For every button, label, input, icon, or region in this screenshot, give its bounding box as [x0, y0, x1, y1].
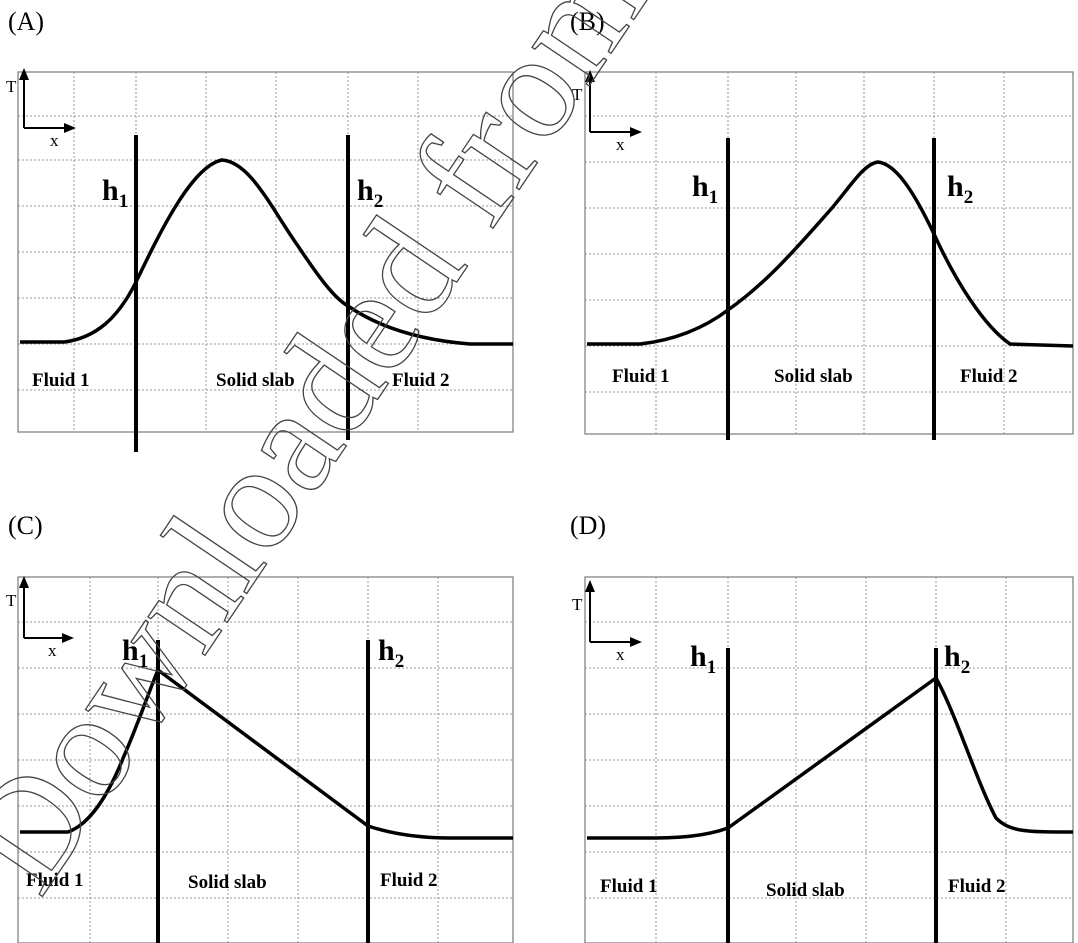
h1-label: h1 — [122, 634, 148, 672]
region-fluid-1: Fluid 1 — [26, 870, 84, 891]
panel-label-d: (D) — [570, 511, 606, 540]
panel-c: (C) T x h1 h2 Flu — [6, 511, 514, 943]
region-solid-slab: Solid slab — [188, 872, 267, 893]
region-fluid-2: Fluid 2 — [380, 870, 438, 891]
h2-label: h2 — [378, 634, 404, 672]
x-axis-arrowhead — [64, 123, 76, 133]
region-solid-slab: Solid slab — [766, 880, 845, 901]
temperature-profile-a — [20, 158, 513, 346]
region-solid-slab: Solid slab — [216, 370, 295, 391]
h2-label: h2 — [357, 174, 383, 212]
region-fluid-1: Fluid 1 — [612, 366, 670, 387]
t-axis-label: T — [6, 591, 17, 610]
h1-label: h1 — [102, 174, 128, 212]
temperature-profile-b — [587, 160, 1074, 348]
axis-indicator-d: T x — [572, 580, 642, 664]
panel-a-grid — [18, 72, 513, 432]
t-axis-label: T — [572, 595, 583, 614]
axis-indicator-a: T x — [6, 68, 76, 150]
temperature-profile-c — [20, 668, 513, 840]
watermark: Downloaded from www.te — [0, 0, 959, 919]
h2-label: h2 — [944, 640, 970, 678]
region-fluid-1: Fluid 1 — [32, 370, 90, 391]
panel-b-grid — [585, 72, 1073, 434]
region-fluid-2: Fluid 2 — [948, 876, 1006, 897]
t-axis-label: T — [6, 77, 17, 96]
x-axis-arrowhead — [630, 127, 642, 137]
panel-c-grid — [18, 577, 513, 943]
x-axis-label: x — [50, 131, 59, 150]
h2-label: h2 — [947, 170, 973, 208]
region-fluid-1: Fluid 1 — [600, 876, 658, 897]
panel-d: (D) T x h1 h2 Flu — [570, 511, 1074, 943]
region-solid-slab: Solid slab — [774, 366, 853, 387]
x-axis-arrowhead — [62, 633, 74, 643]
panel-a: (A) T x h1 h2 Flu — [6, 7, 514, 452]
x-axis-arrowhead — [630, 637, 642, 647]
panel-label-a: (A) — [8, 7, 44, 36]
panel-b-frame — [584, 71, 1074, 435]
region-fluid-2: Fluid 2 — [960, 366, 1018, 387]
axis-indicator-b: T x — [572, 70, 642, 154]
h1-label: h1 — [690, 640, 716, 678]
x-axis-label: x — [48, 641, 57, 660]
region-fluid-2: Fluid 2 — [392, 370, 450, 391]
axis-indicator-c: T x — [6, 576, 74, 660]
temperature-profile-d — [587, 676, 1074, 840]
x-axis-label: x — [616, 645, 625, 664]
h1-label: h1 — [692, 170, 718, 208]
t-axis-arrowhead — [19, 68, 29, 80]
panel-b: (B) T x h1 h2 Flu — [570, 7, 1074, 440]
t-axis-arrowhead — [585, 580, 595, 592]
t-axis-label: T — [572, 85, 583, 104]
panel-label-b: (B) — [570, 7, 605, 36]
t-axis-arrowhead — [585, 70, 595, 82]
x-axis-label: x — [616, 135, 625, 154]
panel-label-c: (C) — [8, 511, 43, 540]
t-axis-arrowhead — [19, 576, 29, 588]
